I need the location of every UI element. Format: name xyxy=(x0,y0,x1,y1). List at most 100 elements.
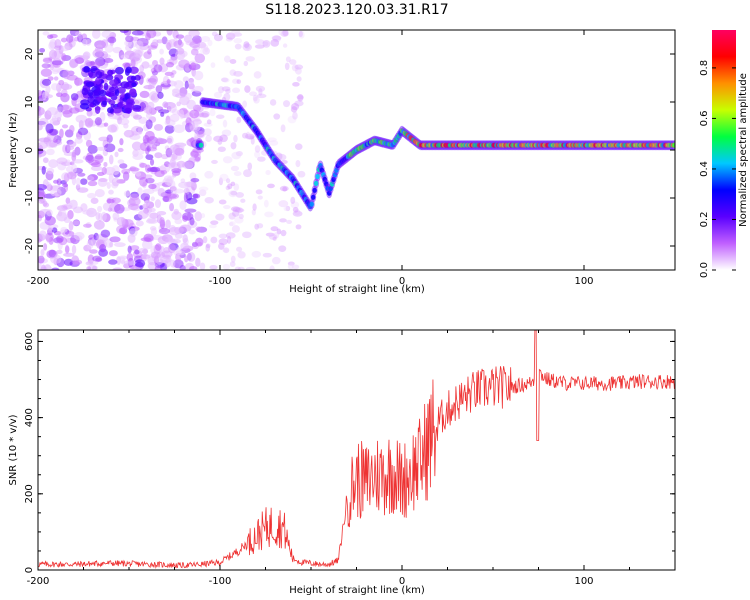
heatmap-cell xyxy=(233,183,240,191)
heatmap-cell xyxy=(103,82,109,91)
heatmap-cell xyxy=(63,258,74,266)
heatmap-cell xyxy=(46,234,51,243)
heatmap-cell xyxy=(51,60,64,66)
y-tick-label: 10 xyxy=(24,96,35,109)
heatmap-cell xyxy=(93,89,99,95)
heatmap-cell xyxy=(165,61,175,68)
heatmap-cell xyxy=(190,136,195,147)
heatmap-cell xyxy=(119,138,124,146)
heatmap-cell xyxy=(103,122,109,127)
heatmap-cell xyxy=(173,208,179,215)
heatmap-cell xyxy=(178,181,191,189)
heatmap-cell xyxy=(159,217,165,227)
heatmap-cell xyxy=(71,175,77,186)
heatmap-cell xyxy=(44,215,56,226)
heatmap-cell xyxy=(159,48,164,55)
heatmap-cell xyxy=(193,38,202,44)
heatmap-cell xyxy=(222,119,228,128)
heatmap-cell xyxy=(176,101,181,107)
heatmap-cell xyxy=(282,186,288,192)
heatmap-cell xyxy=(140,237,152,242)
heatmap-cell xyxy=(118,255,128,260)
heatmap-cell xyxy=(205,243,211,249)
heatmap-cell xyxy=(38,117,49,127)
heatmap-cell xyxy=(234,43,242,50)
heatmap-cell xyxy=(96,146,107,151)
heatmap-cell xyxy=(98,178,108,183)
heatmap-cell xyxy=(45,84,51,94)
heatmap-cell xyxy=(62,183,68,188)
heatmap-cell xyxy=(232,207,242,213)
heatmap-cell xyxy=(309,201,314,207)
heatmap-cell xyxy=(76,187,89,193)
heatmap-cell xyxy=(148,77,157,87)
heatmap-cell xyxy=(153,124,164,131)
heatmap-cell xyxy=(84,117,94,128)
colorbar-tick-label: 0.2 xyxy=(699,212,710,228)
heatmap-cell xyxy=(40,249,45,256)
heatmap-cell xyxy=(117,159,125,165)
heatmap-cell xyxy=(279,218,287,223)
heatmap-cell xyxy=(199,262,206,270)
snr-plot-area xyxy=(38,330,675,570)
heatmap-cell xyxy=(312,187,317,193)
heatmap-cell xyxy=(258,88,263,96)
heatmap-cell xyxy=(90,60,95,66)
heatmap-cell xyxy=(295,143,303,150)
heatmap-cell xyxy=(209,108,216,117)
heatmap-cell xyxy=(218,199,227,205)
heatmap-cell xyxy=(144,199,150,207)
heatmap-cell xyxy=(60,226,68,233)
heatmap-cell xyxy=(149,140,157,151)
heatmap-cell xyxy=(148,212,154,218)
heatmap-cell xyxy=(230,165,240,172)
heatmap-cell xyxy=(245,266,256,270)
heatmap-cell xyxy=(272,35,282,43)
heatmap-cell xyxy=(229,261,236,268)
heatmap-cell xyxy=(109,236,121,243)
heatmap-cell xyxy=(200,35,211,43)
heatmap-cell xyxy=(89,249,98,254)
heatmap-cell xyxy=(184,92,192,100)
heatmap-cell xyxy=(85,81,95,88)
heatmap-cell xyxy=(119,30,129,34)
heatmap-cell xyxy=(90,197,99,204)
heatmap-cell xyxy=(82,210,94,215)
heatmap-cell xyxy=(190,177,200,183)
heatmap-cell xyxy=(70,93,79,101)
heatmap-cell xyxy=(290,201,300,209)
heatmap-cell xyxy=(285,205,291,212)
heatmap-cell xyxy=(101,166,107,175)
snr-y-label: SNR (10 * v/v) xyxy=(8,414,19,485)
heatmap-cell xyxy=(292,206,299,213)
heatmap-cell xyxy=(119,97,124,105)
heatmap-cell xyxy=(213,33,223,42)
heatmap-cell xyxy=(131,30,144,36)
heatmap-cell xyxy=(242,100,247,108)
heatmap-cell xyxy=(223,247,230,254)
heatmap-cell xyxy=(142,188,155,195)
heatmap-cell xyxy=(189,109,200,119)
heatmap-cell xyxy=(112,106,122,114)
heatmap-cell xyxy=(131,141,143,151)
spectrogram-heatmap xyxy=(38,30,675,270)
heatmap-cell xyxy=(217,146,226,152)
heatmap-cell xyxy=(204,196,214,204)
colorbar-label: Normalized spectral amplitude xyxy=(738,73,749,227)
heatmap-cell xyxy=(292,82,300,87)
heatmap-cell xyxy=(278,245,287,252)
heatmap-cell xyxy=(228,190,238,198)
heatmap-cell xyxy=(262,252,272,258)
heatmap-cell xyxy=(186,99,196,110)
heatmap-cell xyxy=(98,89,107,97)
heatmap-cell xyxy=(61,53,67,62)
heatmap-cell xyxy=(226,235,232,244)
heatmap-cell xyxy=(242,43,253,52)
heatmap-cell xyxy=(150,196,155,202)
heatmap-cell xyxy=(157,235,169,245)
heatmap-cell xyxy=(79,103,90,110)
heatmap-cell xyxy=(150,251,161,259)
heatmap-cell xyxy=(80,178,88,185)
heatmap-cell xyxy=(69,125,75,134)
heatmap-cell xyxy=(149,158,155,166)
